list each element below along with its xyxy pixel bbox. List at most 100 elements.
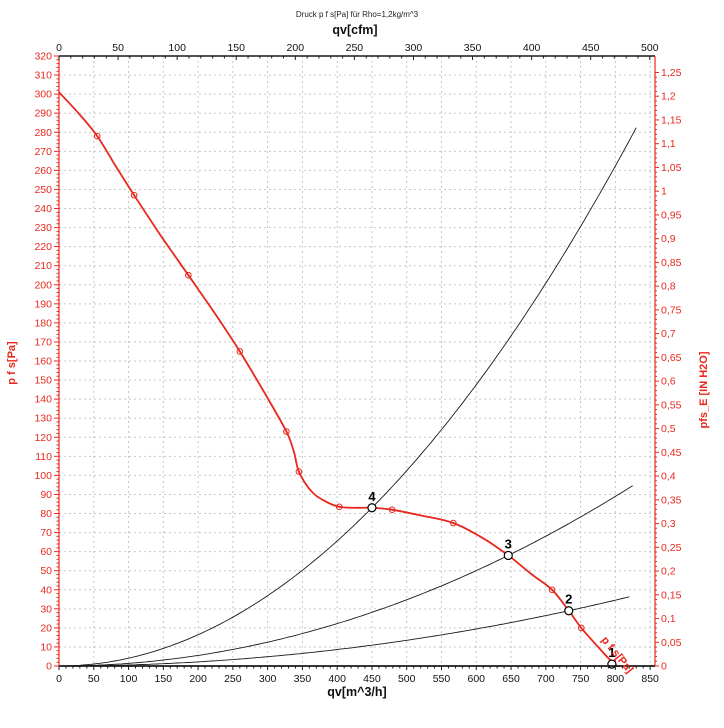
top-axis-tick-label: 500 (641, 42, 659, 54)
fan-curve-marker-dot (391, 508, 394, 511)
right-axis-tick-label: 0,55 (661, 399, 682, 411)
fan-curve-marker-dot (580, 626, 583, 629)
left-axis-label: p f s[Pa] (6, 341, 18, 385)
left-axis-tick-label: 150 (34, 375, 52, 387)
left-axis-tick-label: 170 (34, 336, 52, 348)
operating-point-circle (564, 606, 574, 616)
top-axis-tick-label: 100 (168, 42, 186, 54)
left-axis-tick-label: 100 (34, 470, 52, 482)
operating-point-label: 4 (368, 489, 376, 504)
right-axis-tick-label: 1,1 (661, 138, 676, 150)
operating-point-label: 2 (565, 592, 572, 607)
bottom-axis-tick-label: 700 (537, 673, 555, 685)
right-axis-tick-label: 0 (661, 661, 667, 673)
right-axis-tick-label: 0,9 (661, 233, 676, 245)
right-axis-tick-label: 0,05 (661, 637, 682, 649)
left-axis-tick-label: 210 (34, 260, 52, 272)
right-axis-tick-label: 0,65 (661, 352, 682, 364)
bottom-axis-tick-label: 200 (189, 673, 207, 685)
bottom-axis-tick-label: 650 (502, 673, 520, 685)
left-axis-tick-label: 280 (34, 127, 52, 139)
left-axis-tick-label: 130 (34, 413, 52, 425)
left-axis-tick-label: 180 (34, 317, 52, 329)
fan-curve-marker (93, 132, 101, 140)
left-axis-tick-label: 120 (34, 432, 52, 444)
fan-curve-marker (295, 468, 303, 475)
bottom-axis-tick-label: 400 (328, 673, 346, 685)
fan-curve-marker-dot (96, 135, 99, 138)
left-axis-tick-label: 270 (34, 146, 52, 158)
top-axis-label: qv[cfm] (332, 23, 377, 37)
operating-point-circle (367, 503, 377, 513)
bottom-axis-tick-label: 0 (56, 673, 62, 685)
left-axis-tick-label: 300 (34, 89, 52, 101)
chart-title: Druck p f s[Pa] für Rho=1,2kg/m^3 (296, 10, 419, 19)
bottom-axis-tick-label: 800 (607, 673, 625, 685)
left-axis-tick-label: 70 (40, 527, 52, 539)
right-axis-tick-label: 0,6 (661, 376, 676, 388)
right-axis-tick-label: 0,35 (661, 494, 682, 506)
bottom-axis-tick-label: 500 (398, 673, 416, 685)
operating-point-label: 1 (608, 645, 615, 660)
fan-curve-marker (185, 271, 192, 279)
system-curve-through-4 (59, 127, 637, 667)
left-axis-tick-label: 90 (40, 489, 52, 501)
top-axis-tick-label: 350 (464, 42, 482, 54)
left-axis-tick-label: 200 (34, 279, 52, 291)
fan-curve-marker-dot (551, 588, 554, 591)
right-axis-label: pfs_E [IN H2O] (698, 351, 710, 428)
left-axis-tick-label: 20 (40, 622, 52, 634)
grid-layer (59, 56, 655, 666)
fan-curve-marker-dot (452, 522, 455, 525)
right-axis-tick-label: 0,1 (661, 613, 676, 625)
fan-curve-marker (283, 428, 290, 435)
right-axis-tick-label: 1 (661, 186, 667, 198)
right-axis-tick-label: 0,7 (661, 328, 676, 340)
bottom-axis-tick-label: 850 (641, 673, 659, 685)
fan-curve-marker (577, 624, 585, 632)
top-axis-tick-label: 450 (582, 42, 600, 54)
left-axis-tick-label: 80 (40, 508, 52, 520)
left-axis-tick-label: 0 (46, 661, 52, 673)
fan-curve-marker-dot (187, 274, 190, 277)
right-axis-tick-label: 1,15 (661, 114, 682, 126)
fan-curve-inline-label: p f s[Pa] (599, 634, 636, 676)
right-axis-tick-label: 0,95 (661, 209, 682, 221)
bottom-axis-label: qv[m^3/h] (327, 685, 386, 699)
operating-points-layer: 4 3 2 1 (367, 489, 617, 669)
top-axis-tick-label: 0 (56, 42, 62, 54)
bottom-axis-tick-label: 250 (224, 673, 242, 685)
fan-curve-marker (450, 519, 457, 527)
top-axis-tick-label: 300 (405, 42, 423, 54)
top-axis-tick-label: 50 (112, 42, 124, 54)
left-axis-tick-label: 310 (34, 70, 52, 82)
right-axis-tick-label: 0,25 (661, 542, 682, 554)
left-axis-tick-label: 250 (34, 184, 52, 196)
bottom-axis-tick-label: 750 (572, 673, 590, 685)
top-axis-tick-label: 400 (523, 42, 541, 54)
left-axis-tick-label: 10 (40, 641, 52, 653)
fan-curve-marker-dot (238, 350, 241, 353)
left-axis-tick-label: 240 (34, 203, 52, 215)
fan-curve-layer (59, 91, 620, 667)
fan-curve-path (59, 91, 620, 667)
bottom-axis-tick-label: 350 (294, 673, 312, 685)
bottom-axis-tick-label: 450 (363, 673, 381, 685)
fan-curve-marker-dot (133, 194, 136, 197)
left-axis-tick-label: 230 (34, 222, 52, 234)
left-axis-tick-label: 60 (40, 546, 52, 558)
fan-curve-marker-dot (285, 430, 288, 433)
left-axis-tick-label: 190 (34, 298, 52, 310)
top-axis-tick-label: 250 (346, 42, 364, 54)
system-curve-through-3 (59, 485, 633, 667)
fan-curve-marker (236, 348, 244, 355)
system-curves-layer (59, 127, 637, 667)
right-axis-tick-label: 1,05 (661, 162, 682, 174)
right-axis-tick-label: 0,4 (661, 471, 676, 483)
fan-curve-marker (130, 191, 138, 199)
fan-curve-marker (388, 506, 396, 513)
left-axis-tick-label: 220 (34, 241, 52, 253)
right-axis-tick-label: 0,85 (661, 257, 682, 269)
